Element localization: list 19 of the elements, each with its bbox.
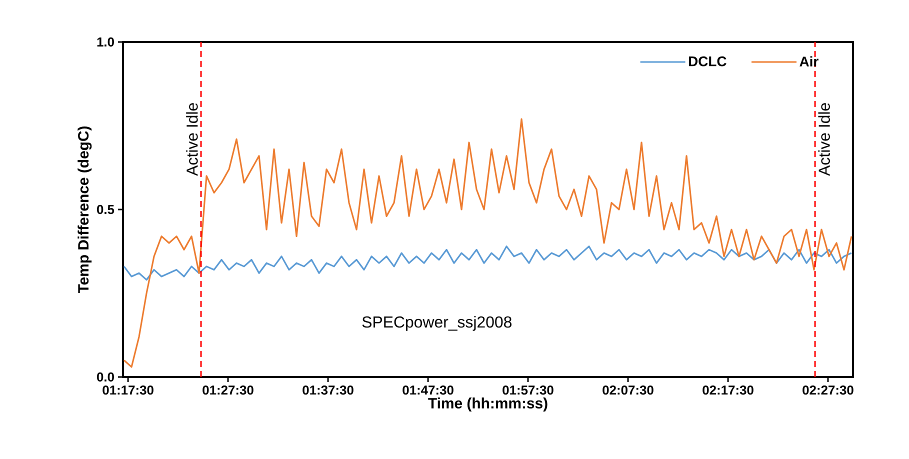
- y-tick-label: 0.5: [97, 204, 114, 214]
- legend-label: Air: [800, 56, 818, 66]
- y-tick-label: 1.0: [97, 37, 114, 47]
- line-series: [123, 246, 852, 281]
- x-tick-label: 01:27:30: [202, 386, 254, 395]
- x-tick-label: 02:17:30: [702, 386, 754, 395]
- x-tick-label: 01:57:30: [502, 386, 554, 395]
- x-tick-label: 01:17:30: [102, 386, 154, 395]
- x-axis-title: Time (hh:mm:ss): [428, 398, 548, 412]
- y-tick-label: 0.0: [97, 372, 114, 382]
- annotation: SPECpower_ssj2008: [362, 316, 512, 331]
- x-tick-label: 01:37:30: [302, 386, 354, 395]
- x-tick-label: 01:47:30: [402, 386, 454, 395]
- ref-line-label: Active Idle: [186, 103, 198, 176]
- ref-line-label: Active Idle: [818, 103, 830, 176]
- x-tick-label: 02:27:30: [802, 386, 854, 395]
- y-axis-title: Temp Difference (degC): [78, 126, 92, 294]
- x-tick-label: 02:07:30: [602, 386, 654, 395]
- legend-label: DCLC: [688, 56, 726, 66]
